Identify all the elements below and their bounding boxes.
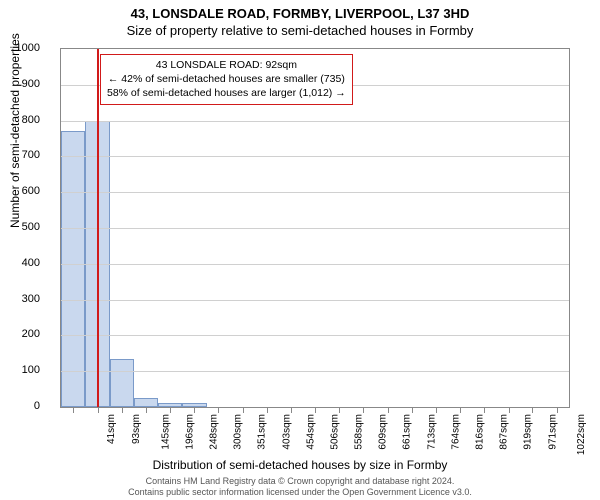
gridline	[61, 156, 569, 157]
x-tick	[557, 407, 558, 413]
gridline	[61, 264, 569, 265]
x-tick-label: 93sqm	[131, 414, 142, 444]
x-tick	[267, 407, 268, 413]
x-tick	[218, 407, 219, 413]
x-tick	[122, 407, 123, 413]
gridline	[61, 371, 569, 372]
footer-attribution: Contains HM Land Registry data © Crown c…	[0, 476, 600, 498]
x-tick	[460, 407, 461, 413]
x-tick-label: 1022sqm	[577, 414, 588, 455]
x-tick-label: 764sqm	[450, 414, 461, 450]
gridline	[61, 121, 569, 122]
x-tick-label: 713sqm	[426, 414, 437, 450]
x-tick-label: 506sqm	[329, 414, 340, 450]
histogram-bar	[61, 131, 85, 407]
x-tick	[194, 407, 195, 413]
x-tick-label: 609sqm	[378, 414, 389, 450]
gridline	[61, 228, 569, 229]
x-tick	[291, 407, 292, 413]
x-tick-label: 971sqm	[547, 414, 558, 450]
x-tick-label: 351sqm	[257, 414, 268, 450]
y-tick-label: 0	[0, 400, 40, 412]
x-tick	[315, 407, 316, 413]
marker-info-box: 43 LONSDALE ROAD: 92sqm ← 42% of semi-de…	[100, 54, 353, 105]
y-tick-label: 600	[0, 185, 40, 197]
y-tick-label: 300	[0, 293, 40, 305]
x-tick-label: 41sqm	[106, 414, 117, 444]
title-line-2: Size of property relative to semi-detach…	[0, 21, 600, 38]
x-tick	[146, 407, 147, 413]
y-axis-label: Number of semi-detached properties	[8, 33, 22, 228]
x-tick-label: 248sqm	[209, 414, 220, 450]
x-tick-label: 145sqm	[160, 414, 171, 450]
footer-line-1: Contains HM Land Registry data © Crown c…	[0, 476, 600, 487]
property-marker-line	[97, 49, 99, 407]
histogram-bar	[110, 359, 134, 407]
x-tick-label: 919sqm	[523, 414, 534, 450]
y-tick-label: 900	[0, 78, 40, 90]
gridline	[61, 192, 569, 193]
x-tick-label: 867sqm	[498, 414, 509, 450]
x-tick	[484, 407, 485, 413]
x-tick	[412, 407, 413, 413]
y-tick-label: 200	[0, 328, 40, 340]
footer-line-2: Contains public sector information licen…	[0, 487, 600, 498]
y-tick-label: 400	[0, 257, 40, 269]
y-tick-label: 500	[0, 221, 40, 233]
x-tick	[388, 407, 389, 413]
info-line-1: 43 LONSDALE ROAD: 92sqm	[107, 58, 346, 72]
chart-container: 43, LONSDALE ROAD, FORMBY, LIVERPOOL, L3…	[0, 0, 600, 500]
x-tick	[170, 407, 171, 413]
x-tick	[98, 407, 99, 413]
x-tick	[532, 407, 533, 413]
gridline	[61, 300, 569, 301]
y-tick-label: 700	[0, 149, 40, 161]
y-tick-label: 1000	[0, 42, 40, 54]
title-line-1: 43, LONSDALE ROAD, FORMBY, LIVERPOOL, L3…	[0, 0, 600, 21]
x-tick-label: 558sqm	[354, 414, 365, 450]
info-line-2: ← 42% of semi-detached houses are smalle…	[107, 72, 346, 86]
x-tick	[73, 407, 74, 413]
x-tick	[243, 407, 244, 413]
x-tick-label: 454sqm	[305, 414, 316, 450]
y-tick-label: 100	[0, 364, 40, 376]
x-tick-label: 403sqm	[281, 414, 292, 450]
x-tick-label: 196sqm	[184, 414, 195, 450]
x-tick-label: 661sqm	[402, 414, 413, 450]
x-tick	[509, 407, 510, 413]
x-tick	[363, 407, 364, 413]
x-tick	[339, 407, 340, 413]
x-tick	[436, 407, 437, 413]
x-tick-label: 816sqm	[475, 414, 486, 450]
info-line-3: 58% of semi-detached houses are larger (…	[107, 86, 346, 100]
y-tick-label: 800	[0, 114, 40, 126]
histogram-bar	[134, 398, 158, 407]
x-tick-label: 300sqm	[233, 414, 244, 450]
gridline	[61, 335, 569, 336]
x-axis-label: Distribution of semi-detached houses by …	[0, 458, 600, 472]
